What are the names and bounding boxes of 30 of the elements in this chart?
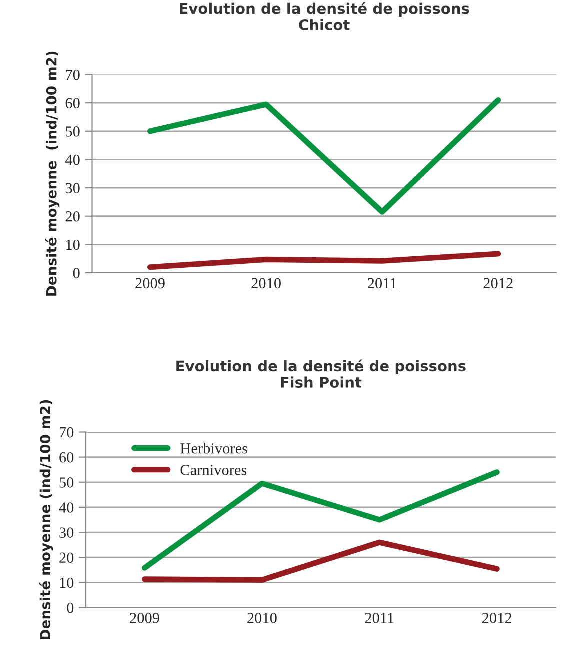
y-axis-title: Densité moyenne (ind/100 m2) (46, 52, 60, 296)
y-tick-label: 30 (60, 528, 74, 538)
y-tick-label: 40 (65, 154, 80, 166)
x-tick-label: 2009 (136, 278, 165, 289)
x-tick-label: 2009 (130, 613, 160, 624)
y-axis-title: Densité moyenne (ind/100 m2) (39, 400, 54, 640)
chart-title: Evolution de la densité de poissons Fish Point (176, 360, 466, 388)
y-tick-label: 50 (66, 126, 80, 137)
y-tick-label: 20 (66, 212, 80, 222)
x-tick-label: 2011 (368, 278, 396, 289)
x-tick-label: 2012 (484, 278, 513, 289)
y-tick-label: 50 (60, 478, 74, 488)
y-tick-label: 10 (60, 578, 74, 588)
y-tick-label: 10 (66, 240, 80, 250)
x-tick-label: 2010 (252, 278, 281, 289)
y-tick-label: 40 (59, 502, 74, 513)
y-tick-label: 0 (73, 268, 80, 278)
y-tick-label: 60 (60, 452, 74, 463)
y-tick-label: 70 (66, 70, 80, 80)
y-tick-label: 20 (60, 552, 74, 564)
x-tick-label: 2011 (365, 613, 394, 624)
x-tick-label: 2012 (482, 613, 512, 624)
x-tick-label: 2010 (248, 613, 277, 624)
chart-title: Evolution de la densité de poissons Chicot (180, 2, 470, 31)
y-tick-label: 60 (66, 98, 80, 109)
legend-label: Carnivores (180, 465, 247, 476)
y-tick-label: 70 (60, 427, 74, 438)
y-tick-label: 0 (67, 602, 74, 614)
legend-label: Herbivores (180, 443, 248, 454)
y-tick-label: 30 (66, 183, 80, 194)
